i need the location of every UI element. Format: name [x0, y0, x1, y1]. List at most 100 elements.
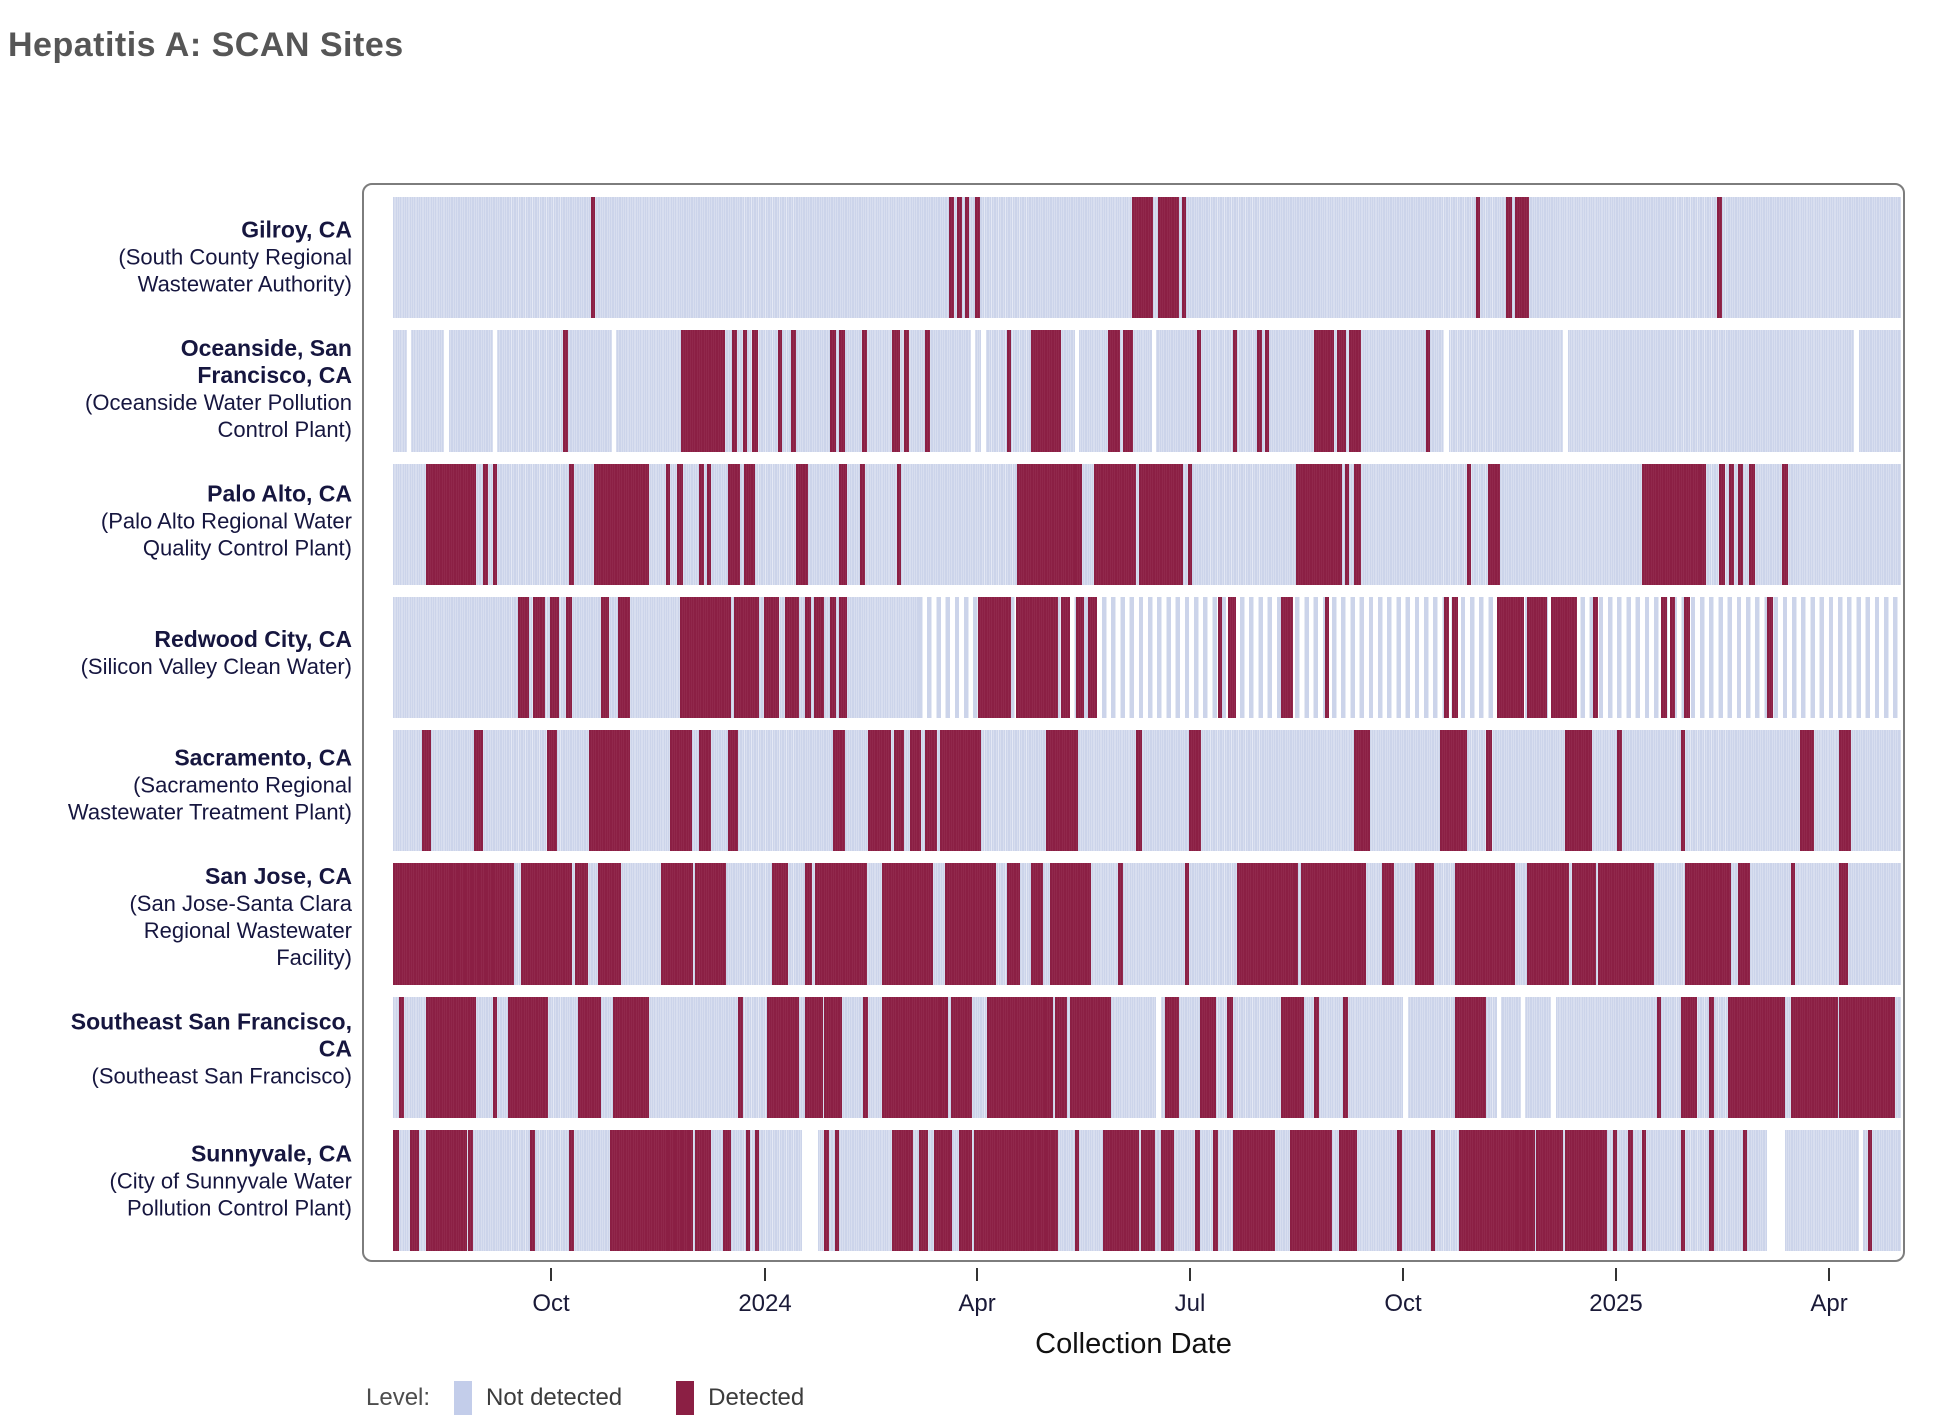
detected-segment [1030, 863, 1043, 985]
detected-segment [839, 463, 847, 585]
detected-segment [1382, 863, 1395, 985]
detected-segment [1439, 730, 1467, 852]
detected-segment [1300, 863, 1366, 985]
detected-segment [824, 996, 843, 1118]
axis-tick-label: Apr [958, 1290, 996, 1317]
site-city: Oceanside, San Francisco, CA [180, 335, 352, 388]
detected-segment [409, 1129, 419, 1251]
axis-tick-label: Oct [1384, 1290, 1422, 1317]
detected-segment [492, 463, 498, 585]
axis-tick-mark [1188, 1268, 1191, 1281]
detected-segment [940, 730, 982, 852]
detected-segment [904, 330, 909, 452]
site-facility: (City of Sunnyvale Water Pollution Contr… [109, 1168, 353, 1221]
detected-segment [892, 330, 900, 452]
axis-tick-mark [1402, 1268, 1405, 1281]
x-axis-title: Collection Date [1035, 1328, 1232, 1360]
detected-segment [944, 863, 997, 985]
detected-segment [791, 330, 796, 452]
detected-segment [1045, 730, 1078, 852]
detected-segment [804, 863, 813, 985]
site-label: Sunnyvale, CA (City of Sunnyvale Water P… [64, 1141, 353, 1222]
detected-segment [569, 1129, 574, 1251]
detected-segment [1314, 996, 1319, 1118]
detected-segment [815, 863, 867, 985]
detected-segment [533, 596, 546, 718]
detected-segment [681, 330, 725, 452]
detected-segment [1181, 197, 1187, 319]
detected-segment [973, 1129, 1059, 1251]
detected-segment [738, 996, 743, 1118]
detected-segment [1766, 596, 1773, 718]
detected-segment [1527, 596, 1547, 718]
detected-segment [549, 596, 559, 718]
site-row [393, 596, 1901, 718]
detected-segment [665, 463, 671, 585]
detected-segment [949, 197, 954, 319]
axis-tick-mark [976, 1268, 979, 1281]
detected-segment [1536, 1129, 1564, 1251]
site-row [393, 1129, 1901, 1251]
detected-segment [1617, 730, 1622, 852]
detected-segment [804, 996, 823, 1118]
detected-segment [1718, 463, 1725, 585]
detected-segment [1196, 330, 1202, 452]
detected-segment [1290, 1129, 1333, 1251]
detected-segment [1157, 197, 1179, 319]
detected-segment [426, 1129, 467, 1251]
detected-segment [1131, 197, 1154, 319]
detected-segment [861, 330, 867, 452]
axis-tick-label: 2024 [738, 1290, 792, 1317]
detected-segment [958, 1129, 973, 1251]
detected-segment [1593, 596, 1598, 718]
detected-segment [679, 596, 731, 718]
detected-segment [694, 863, 727, 985]
legend-swatch [454, 1381, 473, 1415]
detected-segment [1641, 463, 1707, 585]
site-row [393, 197, 1901, 319]
missing-segment [1151, 330, 1157, 452]
detected-segment [706, 463, 712, 585]
missing-segment [1156, 996, 1161, 1118]
site-city: Gilroy, CA [241, 216, 352, 243]
missing-segment [611, 330, 617, 452]
detected-segment [507, 996, 549, 1118]
detected-segment [868, 730, 891, 852]
detected-segment [699, 463, 704, 585]
detected-segment [893, 730, 905, 852]
missing-segment [444, 330, 449, 452]
detected-segment [593, 463, 650, 585]
detected-segment [754, 1129, 760, 1251]
detected-segment [1683, 596, 1690, 718]
axis-tick-mark [764, 1268, 767, 1281]
detected-segment [1670, 596, 1675, 718]
detected-segment [1454, 863, 1515, 985]
legend-swatch [676, 1381, 695, 1415]
detected-segment [1415, 863, 1434, 985]
legend-item-label: Not detected [486, 1384, 623, 1411]
detected-segment [1343, 996, 1348, 1118]
detected-segment [1839, 730, 1852, 852]
detected-segment [1738, 463, 1743, 585]
detected-segment [785, 596, 799, 718]
detected-segment [590, 197, 596, 319]
detected-segment [694, 1129, 712, 1251]
detected-segment [834, 1129, 840, 1251]
detected-segment [813, 596, 825, 718]
detected-segment [661, 863, 694, 985]
detected-segment [733, 596, 760, 718]
detected-segment [1486, 730, 1493, 852]
detected-segment [569, 463, 574, 585]
detected-segment [1257, 330, 1262, 452]
site-facility: (Palo Alto Regional Water Quality Contro… [100, 508, 352, 561]
detected-segment [613, 996, 650, 1118]
legend-item: Detected [676, 1381, 804, 1415]
detected-segment [474, 730, 484, 852]
detected-segment [1430, 1129, 1436, 1251]
detected-segment [892, 1129, 914, 1251]
detected-segment [421, 730, 431, 852]
detected-segment [1076, 596, 1084, 718]
detected-segment [1709, 996, 1714, 1118]
missing-segment [1496, 996, 1502, 1118]
detected-segment [1140, 1129, 1155, 1251]
